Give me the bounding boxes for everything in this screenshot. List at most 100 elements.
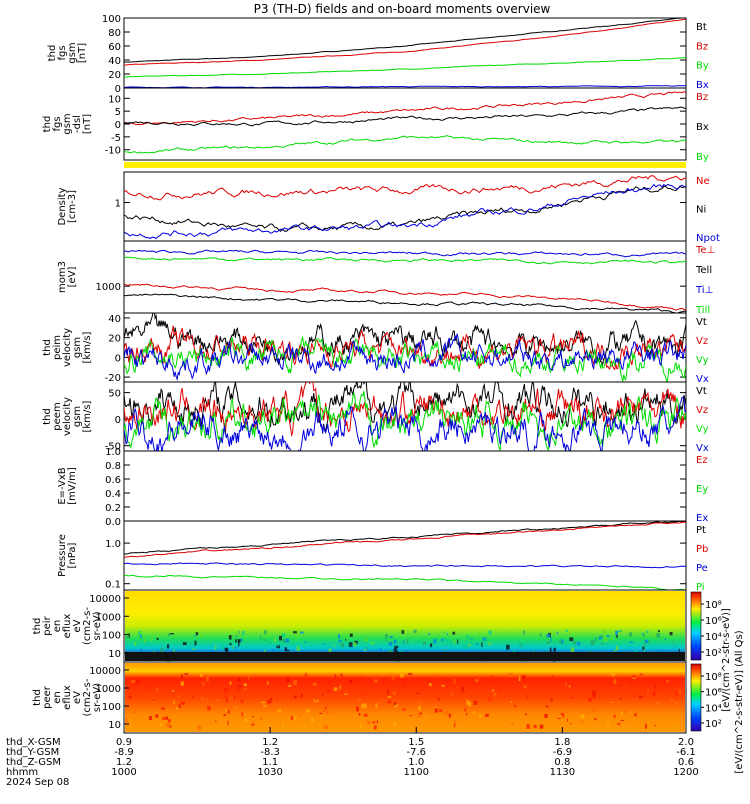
spectrogram-pixel xyxy=(640,673,643,676)
spectrogram-pixel xyxy=(488,630,492,635)
spectrogram-pixel xyxy=(309,644,312,647)
spectrogram-pixel xyxy=(461,686,464,691)
x-tick-label: 2.0 xyxy=(678,737,694,748)
y-tick-label: -10 xyxy=(105,146,121,157)
spectrogram-pixel xyxy=(666,679,670,683)
spectrogram-pixel xyxy=(304,641,307,643)
spectrogram-pixel xyxy=(453,678,456,684)
colorbar-tick-label: 10² xyxy=(705,719,722,730)
spectrogram-pixel xyxy=(200,697,204,701)
spectrogram-pixel xyxy=(151,700,154,702)
spectrogram-pixel xyxy=(223,714,227,716)
spectrogram-pixel xyxy=(409,715,413,717)
series-line-Vy xyxy=(124,391,686,451)
spectrogram-pixel xyxy=(131,679,135,683)
legend-Ni: Ni xyxy=(696,205,706,216)
spectrogram-pixel xyxy=(173,700,175,705)
spectrogram-pixel xyxy=(576,649,581,652)
spectrogram-pixel xyxy=(362,703,367,708)
spectrogram-pixel xyxy=(159,723,162,727)
spectrogram-pixel xyxy=(330,712,332,714)
spectrogram-pixel xyxy=(487,642,492,645)
spectrogram-pixel xyxy=(348,642,353,648)
spectrogram-pixel xyxy=(260,717,263,721)
y-tick-label: 5 xyxy=(115,107,121,118)
spectrogram-pixel xyxy=(434,708,438,713)
spectrogram-pixel xyxy=(333,687,338,691)
spectrogram-pixel xyxy=(235,631,240,635)
spectrogram-pixel xyxy=(172,690,175,692)
spectrogram-pixel xyxy=(675,725,679,727)
spectrogram-pixel xyxy=(558,640,563,644)
legend-Vx: Vx xyxy=(696,443,709,454)
series-line-Pt xyxy=(124,521,686,555)
spectrogram-pixel xyxy=(139,634,142,639)
spectrogram-pixel xyxy=(128,696,132,699)
colorbar-tick-label: 10⁶ xyxy=(705,616,722,627)
legend-Pe: Pe xyxy=(696,563,708,574)
spectrogram-pixel xyxy=(429,683,432,687)
spectrogram-pixel xyxy=(225,698,229,703)
spectrogram-pixel xyxy=(133,710,136,714)
y-axis-label: sr-eV) xyxy=(92,611,103,640)
x-tick-label: 0.6 xyxy=(678,757,694,768)
legend-Vz: Vz xyxy=(696,405,708,416)
spectrogram-pixel xyxy=(227,720,229,726)
spectrogram-pixel xyxy=(462,645,466,648)
spectrogram-pixel xyxy=(235,705,237,709)
spectrogram-pixel xyxy=(481,642,483,647)
y-tick-label: 0 xyxy=(115,84,121,95)
spectrogram-pixel xyxy=(277,645,279,647)
y-axis-label: eflux xyxy=(62,614,73,639)
spectrogram-pixel xyxy=(560,712,565,718)
spectrogram-pixel xyxy=(284,647,287,651)
spectrogram-pixel xyxy=(266,633,270,636)
spectrogram-pixel xyxy=(311,718,315,722)
spectrogram-pixel xyxy=(328,648,332,652)
spectrogram-pixel xyxy=(416,692,421,695)
spectrogram-pixel xyxy=(475,643,479,645)
spectrogram-pixel xyxy=(437,698,440,701)
spectrogram-pixel xyxy=(293,680,297,685)
spectrogram-pixel xyxy=(434,706,437,709)
spectrogram-pixel xyxy=(599,635,603,638)
panel-pressure: Pressure [nPa] 1.0 0.1 Pt Pb Pe Pi xyxy=(57,520,708,593)
spectrogram-pixel xyxy=(332,645,336,647)
spectrogram-pixel xyxy=(601,636,604,639)
spectrogram-pixel xyxy=(214,645,217,650)
series-line-Npot xyxy=(124,183,686,240)
spectrogram-pixel xyxy=(613,714,616,718)
y-tick-label: 1000 xyxy=(96,684,121,695)
spectrogram-pixel xyxy=(177,695,181,698)
spectrogram-pixel xyxy=(604,637,607,642)
legend-Bz: Bz xyxy=(696,92,708,103)
series-line-Ti⊥ xyxy=(124,249,686,258)
spectrogram-pixel xyxy=(565,629,568,632)
x-tick-label: 1.1 xyxy=(262,757,278,768)
spectrogram-pixel xyxy=(526,724,530,729)
y-axis-label: (cm2-s- xyxy=(82,607,93,645)
spectrogram-pixel xyxy=(565,683,568,686)
spectrogram-pixel xyxy=(593,707,597,712)
spectrogram-pixel xyxy=(609,681,611,685)
spectrogram-pixel xyxy=(324,706,327,710)
spectrogram-pixel xyxy=(232,646,235,649)
spectrogram-pixel xyxy=(428,633,431,635)
spectrogram-pixel xyxy=(620,719,625,721)
spectrogram-pixel xyxy=(457,639,459,644)
colorbar-tick-label: 10² xyxy=(705,648,722,659)
spectrogram-pixel xyxy=(366,720,371,725)
colorbar-tick-label: 10⁴ xyxy=(705,632,722,643)
spectrogram-pixel xyxy=(214,720,217,722)
spectrogram-pixel xyxy=(443,631,445,633)
panel-fgs_gsm: thd fgs gsm [nT] 100 80 60 40 20 0 Bt Bz By Bx xyxy=(47,14,709,95)
spectrogram-pixel xyxy=(373,725,377,730)
spectrogram-pixel xyxy=(617,722,621,726)
legend-By: By xyxy=(696,61,709,72)
spectrogram-pixel xyxy=(376,720,379,724)
spectrogram-pixel xyxy=(319,712,323,714)
spectrogram-pixel xyxy=(616,635,618,638)
spectrogram-pixel xyxy=(657,630,660,633)
y-axis-label: gsm xyxy=(62,113,73,134)
spectrogram-pixel xyxy=(422,641,427,645)
